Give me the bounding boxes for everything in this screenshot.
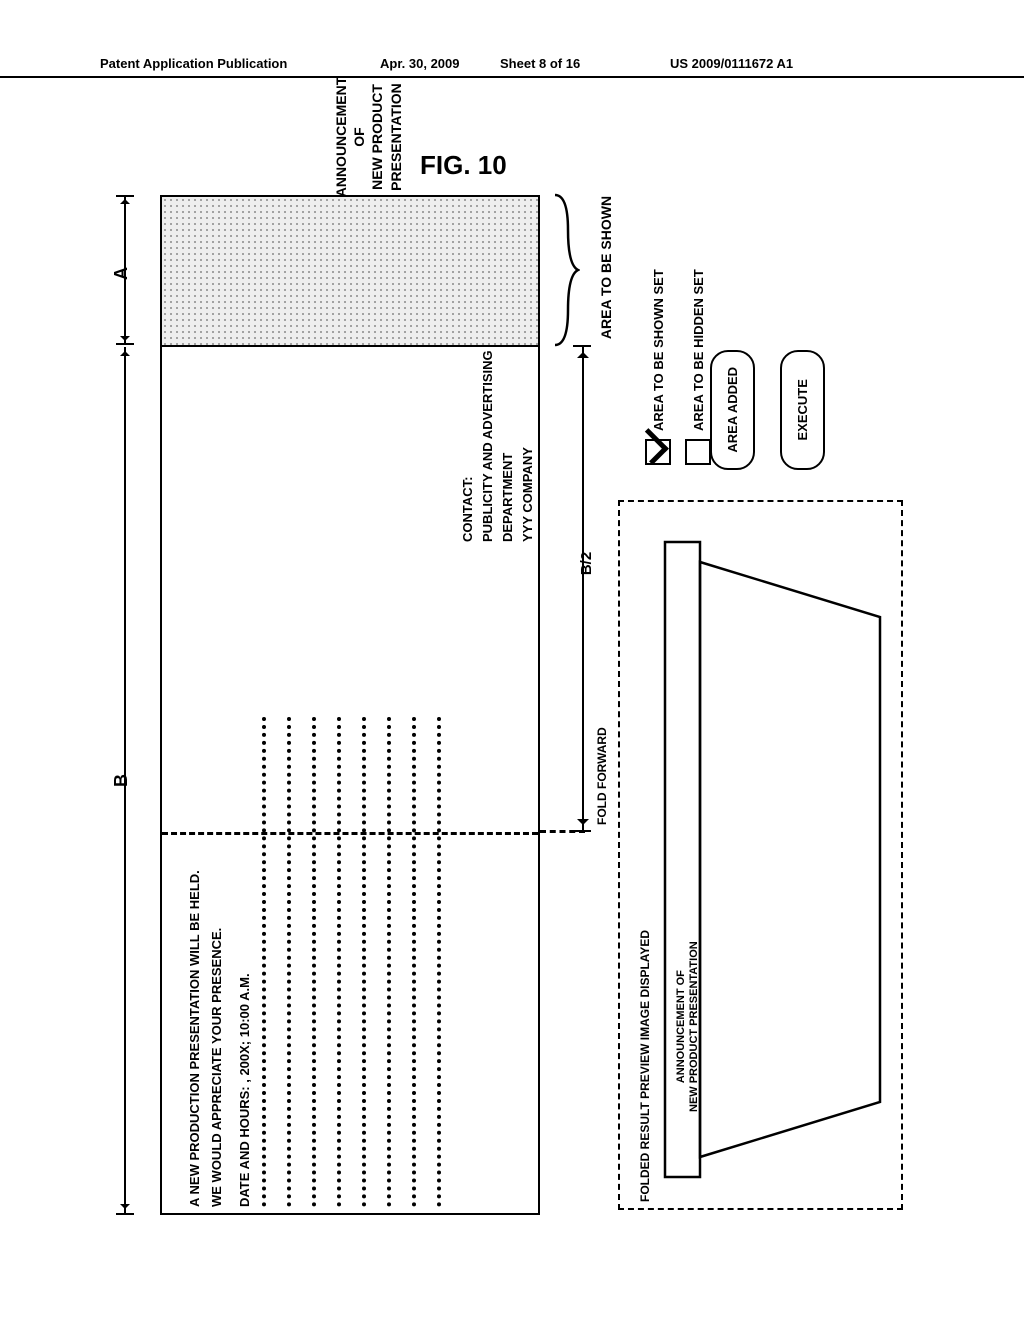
dotted-filler: [312, 717, 316, 1207]
label-a: A: [111, 267, 132, 280]
document-body: A NEW PRODUCTION PRESENTATION WILL BE HE…: [162, 347, 538, 1217]
header-publication: Patent Application Publication: [100, 56, 287, 71]
execute-label: EXECUTE: [795, 379, 811, 440]
span-b-tick-bot: [116, 1213, 134, 1215]
area-shown-caption: AREA TO BE SHOWN: [597, 195, 615, 340]
dotted-filler: [387, 717, 391, 1207]
body-line2: WE WOULD APPRECIATE YOUR PRESENCE.: [209, 928, 224, 1207]
document-title: ANNOUNCEMENT OF NEW PRODUCT PRESENTATION: [332, 67, 405, 207]
area-added-button[interactable]: AREA ADDED: [710, 350, 755, 470]
doc-title-line2: NEW PRODUCT PRESENTATION: [369, 83, 403, 191]
dotted-filler: [287, 717, 291, 1207]
checkbox-checked-icon: [645, 439, 671, 465]
span-b2-tick-top: [573, 345, 591, 347]
figure-title: FIG. 10: [420, 150, 507, 181]
dotted-filler: [362, 717, 366, 1207]
area-added-label: AREA ADDED: [725, 367, 741, 453]
span-a-tick-bot: [116, 343, 134, 345]
preview-heading: FOLDED RESULT PREVIEW IMAGE DISPLAYED: [638, 930, 652, 1202]
label-b-half: B/2: [578, 552, 595, 575]
dotted-filler: [412, 717, 416, 1207]
dotted-filler: [437, 717, 441, 1207]
checkbox-hidden-set[interactable]: AREA TO BE HIDDEN SET: [685, 269, 711, 465]
dotted-filler: [337, 717, 341, 1207]
contact-l4: YYY COMPANY: [520, 447, 535, 542]
execute-button[interactable]: EXECUTE: [780, 350, 825, 470]
checkbox-shown-label: AREA TO BE SHOWN SET: [651, 269, 666, 431]
header-pubnum: US 2009/0111672 A1: [670, 56, 793, 71]
preview-announcement: ANNOUNCEMENT OF NEW PRODUCT PRESENTATION: [675, 941, 701, 1112]
span-a-tick-top: [116, 195, 134, 197]
preview-ann-l2: NEW PRODUCT PRESENTATION: [688, 941, 700, 1112]
body-line3: DATE AND HOURS: , 200X; 10:00 A.M.: [237, 973, 252, 1207]
contact-l2: PUBLICITY AND ADVERTISING: [480, 350, 495, 542]
span-arrow-b2: [582, 347, 584, 830]
contact-l1: CONTACT:: [460, 477, 475, 542]
header-rule: [0, 76, 1024, 78]
label-b: B: [111, 774, 132, 787]
dotted-filler: [262, 717, 266, 1207]
fold-forward-text: FOLD FORWARD: [595, 727, 609, 825]
document-header-shaded: ANNOUNCEMENT OF NEW PRODUCT PRESENTATION: [162, 197, 538, 347]
preview-ann-l1: ANNOUNCEMENT OF: [675, 970, 687, 1083]
body-line1: A NEW PRODUCTION PRESENTATION WILL BE HE…: [187, 870, 202, 1207]
fold-connector-line: [540, 830, 585, 833]
area-added-text: AREA ADDED: [725, 367, 740, 453]
checkbox-shown-set[interactable]: AREA TO BE SHOWN SET: [645, 269, 671, 465]
document-page: ANNOUNCEMENT OF NEW PRODUCT PRESENTATION…: [160, 195, 540, 1215]
checkbox-hidden-label: AREA TO BE HIDDEN SET: [691, 269, 706, 431]
checkbox-unchecked-icon: [685, 439, 711, 465]
fold-forward-label: FOLD FORWARD: [596, 727, 609, 825]
doc-title-line1: ANNOUNCEMENT OF: [333, 77, 367, 198]
diagram-container: A B ANNOUNCEMENT OF NEW PRODUCT PRESENTA…: [90, 195, 910, 1215]
header-sheet: Sheet 8 of 16: [500, 56, 580, 71]
contact-l3: DEPARTMENT: [500, 453, 515, 542]
fold-line: [162, 832, 538, 835]
preview-box: FOLDED RESULT PREVIEW IMAGE DISPLAYED AN…: [618, 500, 903, 1210]
